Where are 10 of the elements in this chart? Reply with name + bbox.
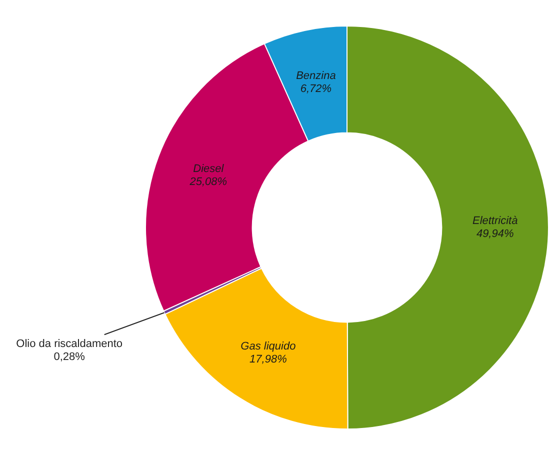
data-label: 17,98%	[250, 353, 288, 366]
slice-label: Elettricità	[472, 214, 518, 227]
slice-label: Olio da riscaldamento	[16, 338, 123, 350]
data-label: 25,08%	[188, 176, 228, 188]
slice-label: Gas liquido	[240, 340, 296, 352]
slice-label: Diesel	[193, 162, 224, 175]
data-label: 49,94%	[476, 228, 514, 240]
slice-label: Benzina	[296, 70, 336, 82]
data-label: 0,28%	[54, 351, 86, 364]
data-label: 6,72%	[300, 83, 332, 96]
